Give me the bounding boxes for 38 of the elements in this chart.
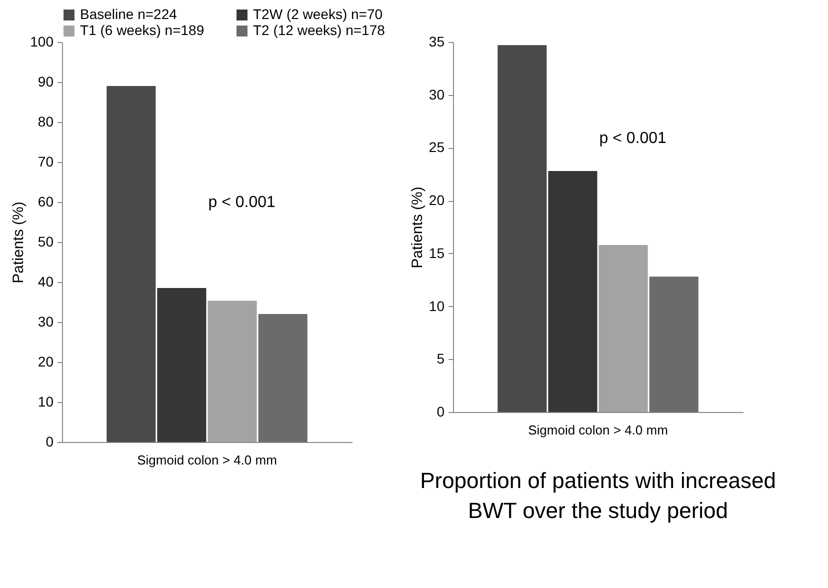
legend-label: T1 (6 weeks) n=189 — [80, 22, 204, 38]
y-tick-label: 50 — [38, 234, 54, 250]
y-tick-label: 0 — [46, 434, 54, 450]
y-axis-title: Patients (%) — [10, 202, 28, 284]
y-tick-label: 10 — [38, 394, 54, 410]
y-tick-label: 40 — [38, 274, 54, 290]
y-tick-label: 90 — [38, 74, 54, 90]
x-tick-label: Sigmoid colon > 4.0 mm — [528, 422, 668, 438]
bar — [208, 300, 257, 442]
bar — [598, 244, 648, 412]
bar — [258, 314, 308, 442]
y-tick-label: 0 — [436, 404, 445, 420]
y-tick-label: 5 — [436, 350, 445, 367]
y-tick-label: 10 — [428, 298, 445, 314]
bar — [649, 276, 698, 412]
annotation: p < 0.001 — [599, 130, 666, 148]
text: Proportion of patients with increased BWT over the study period — [420, 468, 776, 523]
x-tick-label: Sigmoid colon > 4.0 mm — [137, 452, 277, 468]
y-tick-label: 25 — [428, 139, 445, 156]
bar — [157, 288, 206, 442]
legend-label: T2W (2 weeks) n=70 — [253, 6, 383, 22]
y-tick-label: 20 — [428, 192, 445, 208]
y-axis-title: Patients (%) — [408, 186, 426, 268]
annotation: p < 0.001 — [208, 194, 276, 211]
legend-label: T2 (12 weeks) n=178 — [253, 22, 386, 38]
y-tick-label: 80 — [38, 114, 54, 130]
bar — [548, 170, 598, 412]
y-tick-label: 20 — [38, 354, 54, 370]
y-tick-label: 30 — [428, 86, 445, 102]
bar — [498, 45, 547, 412]
y-tick-label: 15 — [428, 244, 445, 261]
y-tick-label: 100 — [30, 34, 54, 50]
bar — [106, 86, 156, 442]
y-tick-label: 70 — [38, 154, 54, 170]
legend-label: Baseline n=224 — [80, 6, 178, 22]
y-tick-label: 60 — [38, 194, 54, 210]
y-tick-label: 30 — [38, 314, 54, 330]
y-tick-label: 35 — [428, 34, 445, 50]
